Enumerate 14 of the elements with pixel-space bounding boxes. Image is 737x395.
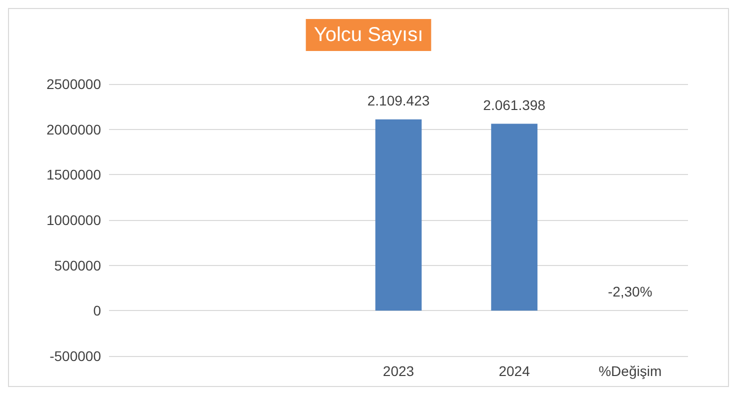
y-tick-label: 1000000 xyxy=(46,212,102,228)
chart-title: Yolcu Sayısı xyxy=(314,24,424,46)
x-tick-label: %Değişim xyxy=(598,363,662,379)
y-tick-label: 1500000 xyxy=(46,166,102,183)
x-tick-label: 2023 xyxy=(382,363,414,379)
data-label: -2,30% xyxy=(608,284,652,300)
y-tick-label: 0 xyxy=(93,302,102,319)
data-label: 2.061.398 xyxy=(483,96,546,113)
y-tick-label: 2000000 xyxy=(46,121,102,138)
y-tick-label: 2500000 xyxy=(46,76,102,92)
y-tick-label: 500000 xyxy=(54,257,102,274)
x-tick-label: 2024 xyxy=(498,363,530,379)
data-label: 2.109.423 xyxy=(367,92,430,108)
y-tick-label: -500000 xyxy=(50,348,102,364)
